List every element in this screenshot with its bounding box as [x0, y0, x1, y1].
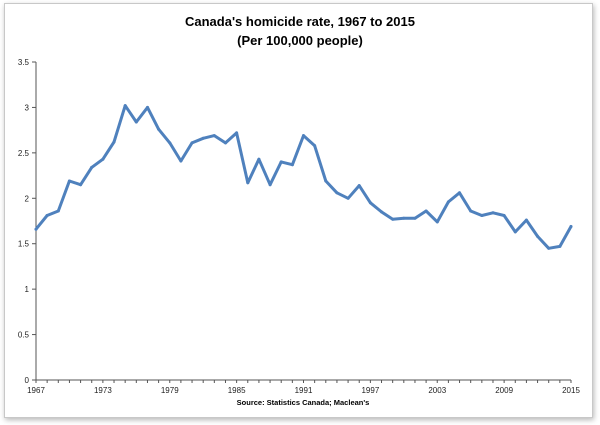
- x-axis-ticks: 1967 1973 1979 1985 1991 1997 2003 2009 2015: [27, 380, 580, 395]
- data-point: [290, 163, 294, 167]
- data-point: [56, 209, 60, 213]
- x-tick-label: 2003: [428, 386, 446, 395]
- y-tick-label: 1: [25, 285, 30, 294]
- data-point: [402, 216, 406, 220]
- x-tick-label: 2015: [562, 386, 580, 395]
- data-point: [224, 141, 227, 145]
- data-point: [134, 120, 138, 124]
- data-point: [90, 165, 94, 169]
- data-point: [536, 234, 540, 238]
- data-point: [380, 210, 383, 214]
- x-tick-label: 1973: [94, 386, 112, 395]
- data-point: [157, 127, 161, 131]
- data-point: [391, 217, 395, 221]
- y-tick-label: 2: [25, 194, 30, 203]
- x-tick-label: 1979: [161, 386, 179, 395]
- data-point: [435, 220, 439, 224]
- x-tick-label: 1967: [27, 386, 45, 395]
- x-tick-label: 2009: [495, 386, 513, 395]
- data-point: [458, 191, 461, 195]
- source-note: Source: Statistics Canada; Maclean's: [237, 398, 370, 407]
- data-point: [346, 196, 350, 200]
- data-point: [324, 179, 328, 183]
- y-tick-label: 2.5: [18, 149, 30, 158]
- y-tick-label: 1.5: [18, 240, 30, 249]
- data-point: [502, 214, 506, 217]
- data-point: [123, 104, 127, 108]
- data-point: [257, 157, 261, 161]
- data-point: [413, 216, 417, 220]
- data-point: [424, 209, 428, 213]
- data-point: [79, 183, 83, 187]
- data-point: [368, 201, 372, 205]
- data-point: [112, 140, 116, 144]
- data-point: [446, 200, 450, 204]
- data-point: [101, 157, 105, 161]
- data-point: [179, 159, 183, 163]
- data-point: [279, 160, 283, 164]
- series-group: [34, 104, 573, 250]
- data-point: [569, 225, 573, 228]
- data-point: [524, 218, 528, 222]
- y-tick-label: 0.5: [18, 331, 30, 340]
- data-point: [34, 227, 38, 231]
- data-point: [547, 246, 551, 250]
- y-tick-label: 3: [25, 103, 30, 112]
- data-point: [313, 144, 317, 148]
- data-point: [235, 131, 239, 135]
- data-point: [246, 181, 250, 185]
- chart-title: Canada's homicide rate, 1967 to 2015: [185, 14, 415, 29]
- data-point: [190, 141, 194, 145]
- x-tick-label: 1991: [295, 386, 313, 395]
- data-point: [491, 211, 495, 215]
- data-point: [513, 230, 517, 234]
- data-point: [201, 136, 205, 140]
- y-tick-label: 0: [25, 376, 30, 385]
- data-point: [146, 105, 149, 109]
- data-point: [268, 183, 272, 187]
- data-point: [168, 141, 172, 145]
- data-point: [45, 214, 49, 217]
- x-tick-label: 1985: [228, 386, 246, 395]
- data-point: [558, 244, 562, 248]
- y-axis-ticks: 0 0.5 1 1.5 2 2.5 3 3.5: [18, 58, 36, 385]
- data-point: [67, 179, 71, 183]
- chart-frame: [4, 3, 593, 418]
- data-point: [335, 191, 339, 195]
- homicide-rate-line: [34, 104, 573, 250]
- axes: [35, 62, 571, 381]
- x-tick-label: 1997: [361, 386, 379, 395]
- data-point: [212, 134, 216, 138]
- data-point: [357, 184, 361, 188]
- data-point: [302, 134, 305, 138]
- chart-subtitle: (Per 100,000 people): [237, 33, 363, 48]
- y-tick-label: 3.5: [18, 58, 30, 67]
- data-point: [480, 214, 484, 217]
- data-point: [469, 209, 473, 213]
